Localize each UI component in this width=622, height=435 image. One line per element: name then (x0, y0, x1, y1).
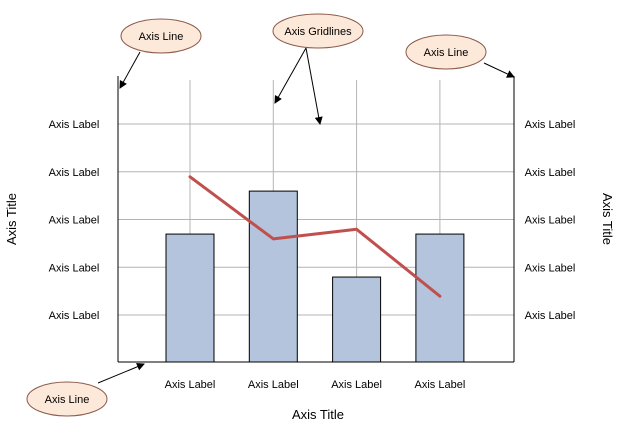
left-axis-title: Axis Title (4, 193, 19, 245)
callout-label: Axis Line (45, 394, 90, 406)
callout-bubble (272, 13, 364, 49)
left-axis-tick-label: Axis Label (49, 215, 100, 227)
callout-axis-gridlines: Axis Gridlines (272, 13, 364, 49)
vertical-gridlines (189, 80, 441, 362)
x-axis-tick-label: Axis Label (415, 379, 466, 391)
bar (415, 233, 465, 363)
callout-axis-line-top-left: Axis Line (120, 18, 202, 54)
line-series (188, 175, 442, 298)
callout-label: Axis Gridlines (284, 26, 352, 38)
callout-axis-line-top-right: Axis Line (405, 34, 487, 70)
line-series-path (188, 175, 442, 298)
callout-bubble (120, 18, 202, 54)
right-axis-tick-label: Axis Label (525, 262, 576, 274)
bar (332, 276, 382, 363)
right-axis-tick-label: Axis Label (525, 167, 576, 179)
callout-label: Axis Line (139, 31, 184, 43)
left-axis-tick-label: Axis Label (49, 310, 100, 322)
right-axis-labels: Axis Label Axis Label Axis Label Axis Label… (525, 119, 576, 322)
left-axis-tick-label: Axis Label (49, 167, 100, 179)
callout-bubble (405, 34, 487, 70)
x-axis-tick-label: Axis Label (165, 379, 216, 391)
bar-series (165, 190, 465, 363)
right-axis-title: Axis Title (600, 193, 615, 245)
right-axis-tick-label: Axis Label (525, 119, 576, 131)
x-axis-tick-label: Axis Label (331, 379, 382, 391)
right-axis-tick-label: Axis Label (525, 215, 576, 227)
right-axis-tick-label: Axis Label (525, 310, 576, 322)
callout-axis-line-bottom-left: Axis Line (26, 381, 108, 417)
callout-arrow-top-left (119, 51, 141, 89)
callout-arrow-gridlines-horizontal (305, 47, 323, 125)
bottom-axis-title: Axis Title (292, 407, 344, 422)
callout-label: Axis Line (424, 47, 469, 59)
callout-bubble (26, 381, 108, 417)
callout-arrow-bottom-left (97, 362, 145, 384)
left-axis-tick-label: Axis Label (49, 119, 100, 131)
callout-arrow-gridlines-vertical (274, 47, 307, 104)
left-axis-labels: Axis Label Axis Label Axis Label Axis Label… (49, 119, 100, 322)
x-axis-labels: Axis Label Axis Label Axis Label Axis Label (165, 379, 466, 391)
bar (248, 190, 298, 363)
bar (165, 233, 215, 363)
callout-arrow-top-right (483, 62, 515, 78)
x-axis-tick-label: Axis Label (248, 379, 299, 391)
left-axis-tick-label: Axis Label (49, 262, 100, 274)
